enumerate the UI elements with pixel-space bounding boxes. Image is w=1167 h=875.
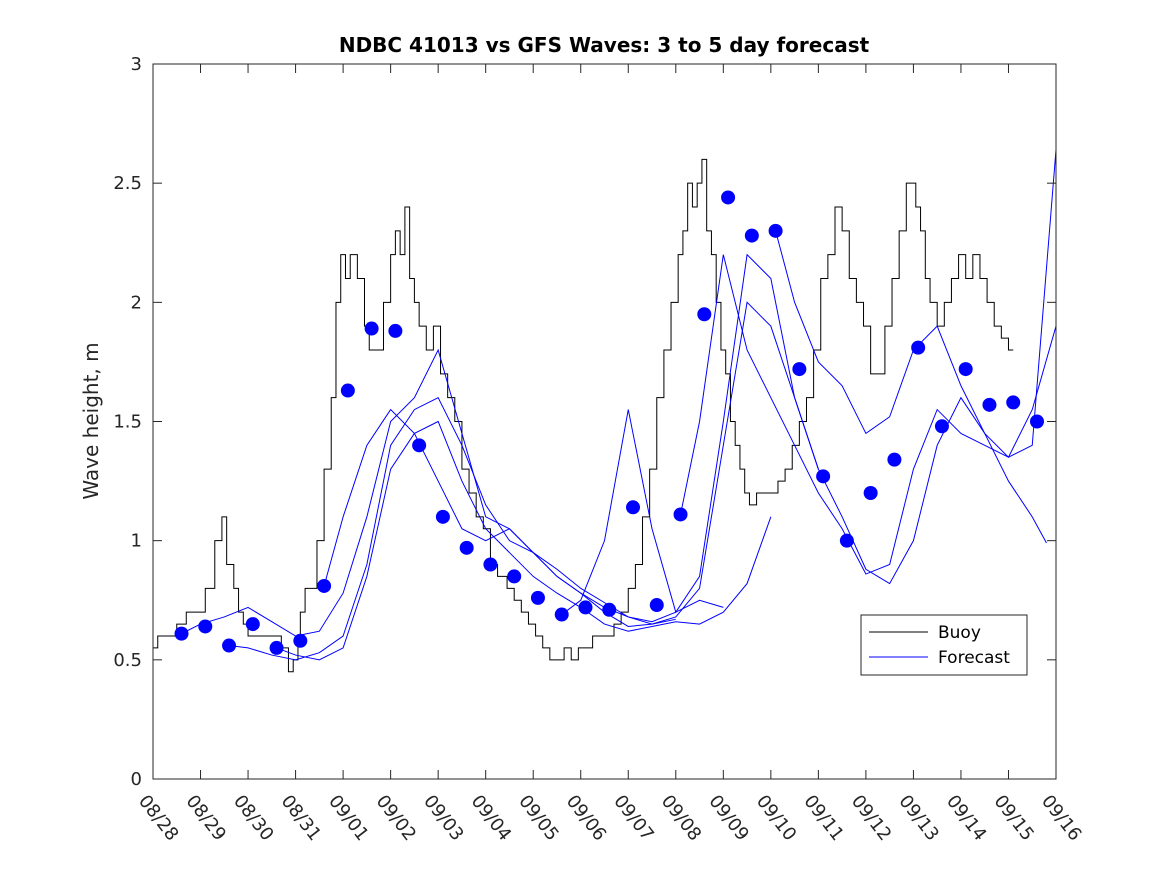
forecast-marker <box>530 590 545 605</box>
forecast-marker <box>364 321 379 336</box>
y-axis-label: Wave height, m <box>79 342 103 499</box>
y-tick-label: 1.5 <box>113 412 142 433</box>
forecast-run-line <box>323 301 819 627</box>
marker-layer <box>174 190 1044 655</box>
forecast-marker <box>934 419 949 434</box>
forecast-run-line <box>228 396 676 661</box>
y-axis: 0 0.5 1 1.5 2 2.5 3 <box>113 54 1056 790</box>
forecast-marker <box>435 509 450 524</box>
forecast-marker <box>958 362 973 377</box>
y-tick-label: 2.5 <box>113 173 142 194</box>
forecast-marker <box>412 438 427 453</box>
forecast-marker <box>792 362 807 377</box>
forecast-marker <box>507 569 522 584</box>
legend-box <box>860 614 1028 676</box>
forecast-run-line <box>561 253 1056 615</box>
forecast-marker <box>245 617 260 632</box>
forecast-marker <box>673 507 688 522</box>
forecast-marker <box>839 533 854 548</box>
series-layer <box>153 149 1056 673</box>
forecast-marker <box>317 578 332 593</box>
forecast-marker <box>174 626 189 641</box>
forecast-marker <box>269 640 284 655</box>
forecast-marker <box>768 223 783 238</box>
forecast-marker <box>293 633 308 648</box>
forecast-marker <box>1006 395 1021 410</box>
forecast-marker <box>198 619 213 634</box>
forecast-marker <box>554 607 569 622</box>
y-tick-label: 0.5 <box>113 650 142 671</box>
y-tick-label: 3 <box>131 54 142 75</box>
forecast-marker <box>649 598 664 613</box>
forecast-run-line <box>276 420 772 661</box>
forecast-marker <box>744 228 759 243</box>
forecast-marker <box>982 397 997 412</box>
forecast-marker <box>602 602 617 617</box>
y-tick-label: 0 <box>131 769 142 790</box>
forecast-marker <box>340 383 355 398</box>
forecast-marker <box>626 500 641 515</box>
forecast-marker <box>459 540 474 555</box>
forecast-marker <box>887 452 902 467</box>
legend-buoy-label: Buoy <box>938 623 981 643</box>
forecast-marker <box>911 340 926 355</box>
forecast-marker <box>721 190 736 205</box>
legend-forecast-label: Forecast <box>938 648 1010 668</box>
forecast-marker <box>483 557 498 572</box>
buoy-line <box>153 158 1014 673</box>
forecast-marker <box>816 469 831 484</box>
forecast-marker <box>1029 414 1044 429</box>
forecast-marker <box>388 323 403 338</box>
forecast-marker <box>697 307 712 322</box>
y-tick-label: 2 <box>131 292 142 313</box>
forecast-marker <box>222 638 237 653</box>
y-tick-label: 1 <box>131 531 142 552</box>
chart-title: NDBC 41013 vs GFS Waves: 3 to 5 day fore… <box>339 33 870 57</box>
legend: Buoy Forecast <box>860 614 1028 676</box>
forecast-marker <box>578 600 593 615</box>
forecast-marker <box>863 486 878 500</box>
